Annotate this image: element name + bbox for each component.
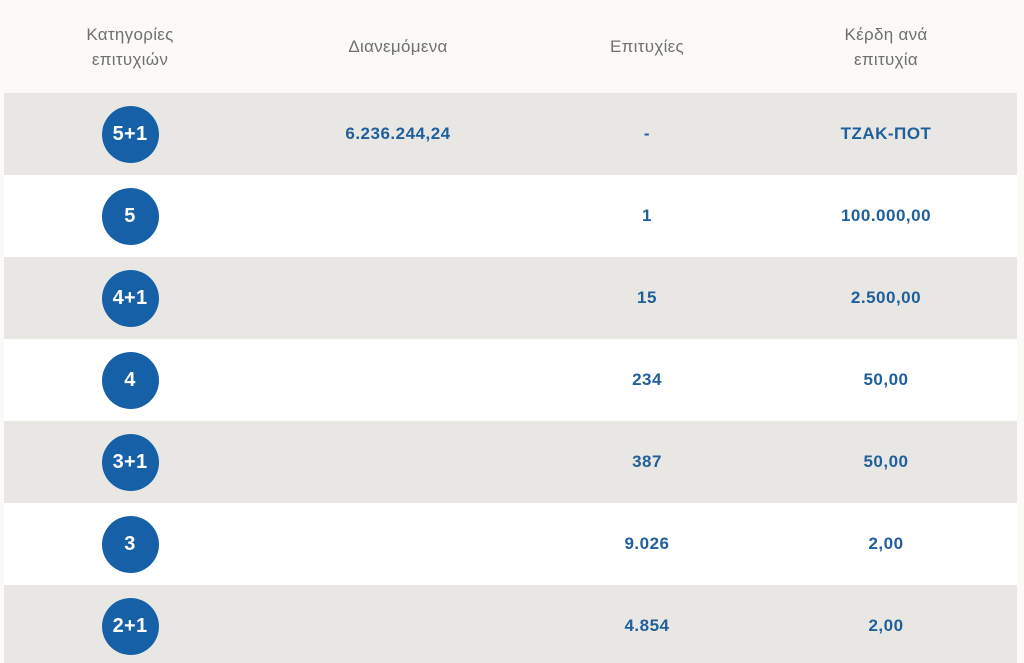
winners-cell: 234 [632, 370, 662, 389]
table-row: 3+1 387 50,00 [4, 421, 1017, 503]
distributed-cell [298, 257, 498, 339]
prize-cell: 50,00 [863, 370, 909, 389]
prize-cell: 2.500,00 [850, 288, 922, 307]
category-badge: 2+1 [101, 597, 159, 655]
category-badge: 5 [101, 187, 159, 245]
distributed-cell [298, 503, 498, 585]
distributed-cell [298, 175, 498, 257]
category-cell: 5 [70, 175, 190, 257]
header-prize-line2: επιτυχία [853, 49, 919, 69]
table-row: 3 9.026 2,00 [4, 503, 1017, 585]
distributed-cell [298, 585, 498, 663]
category-cell: 4+1 [70, 257, 190, 339]
table-row: 5+1 6.236.244,24 - ΤΖΑΚ-ΠΟΤ [4, 93, 1017, 175]
header-categories-line2: επιτυχιών [91, 49, 169, 69]
category-badge: 4 [101, 351, 159, 409]
prize-cell: 2,00 [868, 534, 904, 553]
table-row: 5 1 100.000,00 [4, 175, 1017, 257]
winners-cell: 4.854 [624, 616, 670, 635]
header-categories: Κατηγορίες επιτυχιών [70, 0, 190, 93]
header-prize-line1: Κέρδη ανά [844, 24, 928, 44]
table-header: Κατηγορίες επιτυχιών Διανεμόμενα Επιτυχί… [0, 0, 1024, 93]
category-cell: 3+1 [70, 421, 190, 503]
distributed-cell: 6.236.244,24 [345, 124, 451, 143]
results-table-body: 5+1 6.236.244,24 - ΤΖΑΚ-ΠΟΤ 5 1 100.000,… [4, 93, 1017, 663]
category-badge: 3+1 [101, 433, 159, 491]
winners-cell: 9.026 [624, 534, 670, 553]
prize-cell: ΤΖΑΚ-ΠΟΤ [840, 124, 932, 143]
table-row: 2+1 4.854 2,00 [4, 585, 1017, 663]
category-cell: 5+1 [70, 93, 190, 175]
prize-cell: 100.000,00 [840, 206, 932, 225]
header-distributed: Διανεμόμενα [348, 37, 448, 56]
winners-cell: 387 [632, 452, 662, 471]
winners-cell: 15 [637, 288, 657, 307]
table-row: 4 234 50,00 [4, 339, 1017, 421]
category-badge: 3 [101, 515, 159, 573]
table-row: 4+1 15 2.500,00 [4, 257, 1017, 339]
distributed-cell [298, 421, 498, 503]
header-prize-per-winner: Κέρδη ανά επιτυχία [786, 0, 986, 93]
category-cell: 3 [70, 503, 190, 585]
distributed-cell [298, 339, 498, 421]
header-winners: Επιτυχίες [609, 37, 685, 56]
winners-cell: - [643, 124, 651, 143]
header-categories-line1: Κατηγορίες [86, 24, 174, 44]
prize-cell: 2,00 [868, 616, 904, 635]
category-badge: 5+1 [101, 105, 159, 163]
category-badge: 4+1 [101, 269, 159, 327]
category-cell: 2+1 [70, 585, 190, 663]
winners-cell: 1 [642, 206, 652, 225]
prize-cell: 50,00 [863, 452, 909, 471]
category-cell: 4 [70, 339, 190, 421]
